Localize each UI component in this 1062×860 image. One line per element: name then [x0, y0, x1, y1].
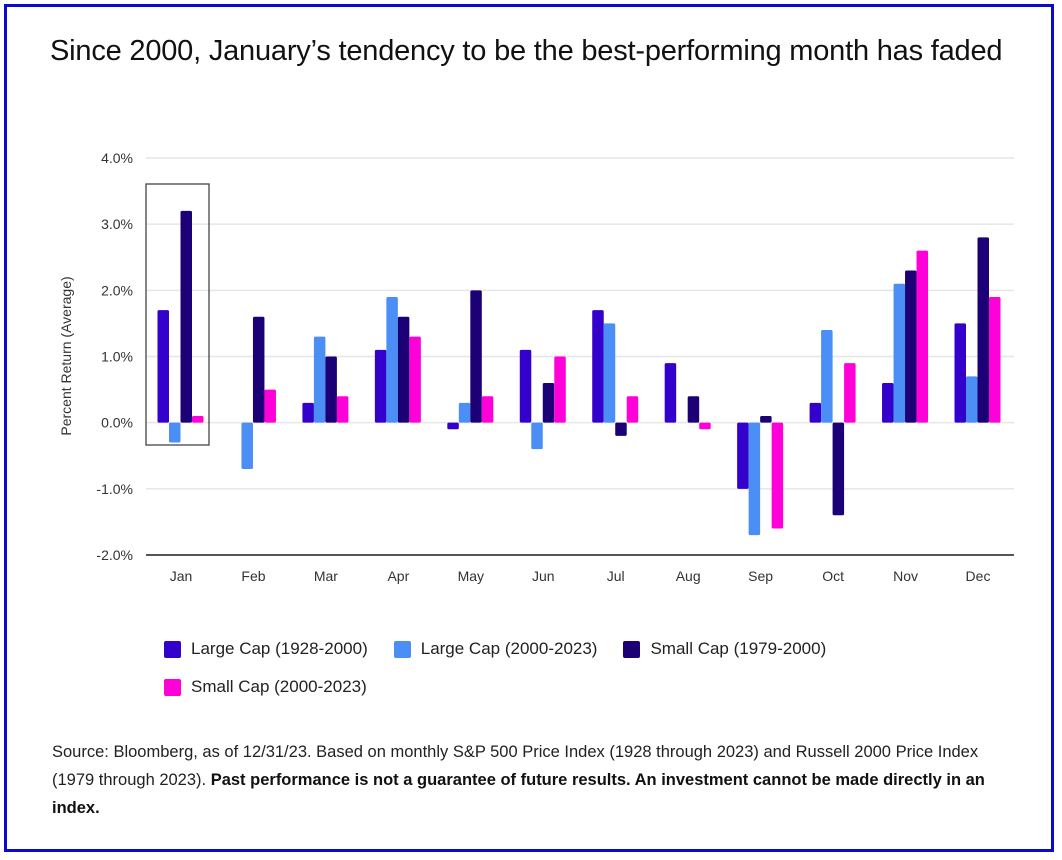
bar-aug-3 [699, 422, 711, 430]
bar-dec-2 [977, 237, 989, 423]
bar-dec-3 [989, 296, 1001, 423]
bar-sep-1 [748, 422, 761, 536]
bar-jan-3 [192, 416, 204, 423]
source-text: Source: Bloomberg, as of 12/31/23. Based… [52, 743, 979, 789]
x-tick-label: Feb [241, 568, 265, 584]
y-tick-label: 3.0% [101, 216, 133, 232]
bar-dec-0 [954, 323, 966, 423]
bar-jul-3 [626, 396, 639, 423]
bar-oct-2 [832, 422, 845, 516]
y-tick-label: -1.0% [96, 481, 133, 497]
bars [157, 210, 1001, 536]
bar-jan-0 [157, 310, 169, 423]
x-tick-label: Dec [966, 568, 991, 584]
x-axis-ticks: Jan Feb Mar Apr May Jun Jul Aug Sep Oct Nov Dec [170, 568, 991, 584]
x-tick-label: Jan [170, 568, 193, 584]
bar-jan-1 [169, 422, 181, 443]
x-tick-label: Jul [607, 568, 625, 584]
bar-jan-2 [180, 210, 192, 423]
bar-jul-1 [603, 323, 616, 423]
bar-nov-3 [916, 250, 929, 423]
bar-sep-2 [760, 416, 772, 423]
x-tick-label: Apr [387, 568, 409, 584]
bar-apr-3 [409, 336, 421, 423]
y-tick-label: -2.0% [96, 547, 133, 563]
y-tick-label: 4.0% [101, 150, 133, 166]
legend-label: Small Cap (1979-2000) [650, 639, 827, 658]
bar-apr-2 [397, 316, 410, 423]
x-tick-label: Mar [314, 568, 338, 584]
y-axis-label: Percent Return (Average) [58, 276, 74, 435]
bar-chart: 4.0% 3.0% 2.0% 1.0% 0.0% -1.0% -2.0% Percent R… [58, 150, 1014, 584]
jan-highlight-box [145, 183, 210, 446]
bar-jul-0 [592, 310, 604, 423]
legend-swatch [623, 640, 641, 658]
bar-may-3 [481, 396, 494, 423]
legend-swatch [164, 640, 181, 658]
bar-mar-1 [313, 336, 326, 423]
bar-mar-0 [302, 402, 314, 423]
legend-label: Large Cap (2000-2023) [420, 639, 598, 658]
legend-swatch [393, 640, 411, 658]
x-tick-label: Aug [676, 568, 701, 584]
legend: Large Cap (1928-2000) Large Cap (2000-202… [164, 636, 964, 712]
disclaimer-text: Past performance is not a guarantee of f… [52, 771, 985, 817]
x-tick-label: Jun [532, 568, 555, 584]
x-tick-label: Oct [822, 568, 844, 584]
bar-feb-1 [241, 422, 253, 469]
bar-nov-1 [893, 283, 906, 423]
bar-mar-3 [336, 396, 349, 423]
legend-label: Small Cap (2000-2023) [191, 677, 367, 696]
bar-nov-2 [905, 270, 917, 423]
bar-sep-0 [737, 422, 749, 489]
legend-swatch [164, 678, 181, 696]
bar-sep-3 [771, 422, 784, 529]
y-axis-ticks: 4.0% 3.0% 2.0% 1.0% 0.0% -1.0% -2.0% [96, 150, 133, 563]
bar-may-0 [447, 422, 459, 430]
source-note: Source: Bloomberg, as of 12/31/23. Based… [52, 738, 1012, 822]
bar-apr-0 [374, 349, 387, 423]
bar-jun-2 [542, 382, 555, 423]
bar-may-1 [458, 402, 471, 423]
bar-jun-1 [531, 422, 543, 450]
x-tick-label: Sep [748, 568, 773, 584]
legend-item: Large Cap (2000-2023) [393, 636, 598, 662]
bar-feb-2 [252, 316, 265, 423]
bar-aug-0 [664, 363, 677, 423]
bar-apr-1 [386, 296, 398, 423]
chart-title: Since 2000, January’s tendency to be the… [50, 35, 1003, 67]
y-tick-label: 1.0% [101, 349, 133, 365]
bar-jun-3 [554, 356, 566, 423]
bar-jul-2 [615, 422, 627, 436]
bar-oct-1 [821, 330, 833, 423]
x-tick-label: May [458, 568, 484, 584]
bar-oct-0 [809, 402, 822, 423]
bar-oct-3 [844, 363, 856, 423]
y-tick-label: 2.0% [101, 282, 133, 298]
bar-dec-1 [966, 376, 978, 423]
bar-may-2 [470, 290, 482, 423]
legend-item: Large Cap (1928-2000) [164, 636, 368, 662]
bar-nov-0 [882, 382, 894, 423]
y-tick-label: 0.0% [101, 415, 133, 431]
legend-item: Small Cap (1979-2000) [623, 636, 826, 662]
legend-label: Large Cap (1928-2000) [191, 639, 368, 658]
gridlines [146, 157, 1014, 556]
bar-feb-3 [264, 389, 276, 423]
legend-item: Small Cap (2000-2023) [164, 674, 367, 700]
bar-mar-2 [325, 356, 337, 423]
x-tick-label: Nov [893, 568, 918, 584]
bar-aug-2 [687, 396, 700, 423]
bar-jun-0 [519, 349, 532, 423]
